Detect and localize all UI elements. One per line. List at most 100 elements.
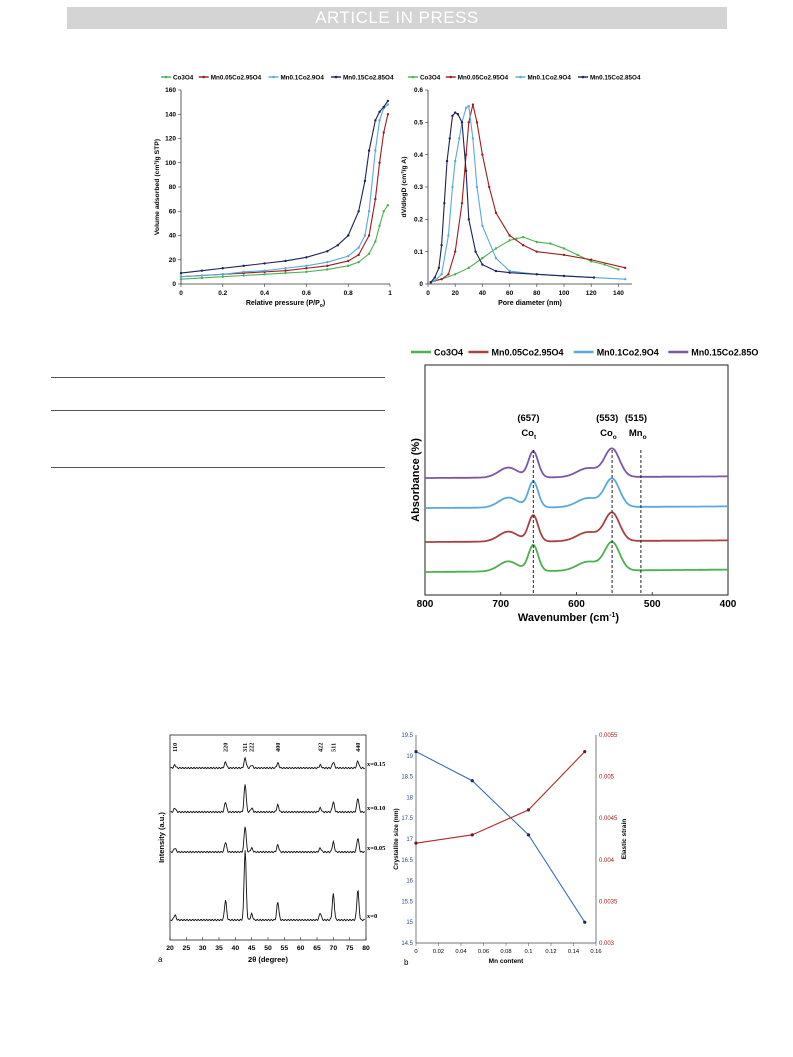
x-tick-label: 0 bbox=[426, 290, 430, 297]
data-point-Co3O4 bbox=[494, 247, 498, 250]
y-tick-label: 80 bbox=[169, 184, 177, 191]
data-point-Co3O4 bbox=[263, 273, 266, 276]
peak-annotation-number: (553) bbox=[596, 413, 618, 424]
data-point-Mn0.15Co2.85O4 bbox=[357, 210, 360, 213]
y-tick-label: 0.3 bbox=[414, 184, 423, 191]
data-point-Co3O4 bbox=[386, 203, 390, 207]
data-point-Mn0.15Co2.85O4 bbox=[433, 276, 436, 279]
y-tick-label: 0.2 bbox=[414, 217, 423, 224]
xrd-pattern-x=0 bbox=[170, 850, 365, 922]
table-rule-middle bbox=[51, 410, 385, 411]
data-point-Mn0.15Co2.85O4 bbox=[179, 271, 183, 275]
data-point-Mn0.1Co2.9O4 bbox=[481, 224, 484, 227]
data-point-Mn0.1Co2.9O4 bbox=[458, 137, 461, 140]
y-tick-label: 40 bbox=[169, 233, 177, 240]
data-point-Mn0.05Co2.95O4 bbox=[562, 253, 566, 257]
elastic-strain-point bbox=[526, 808, 531, 812]
y-tick-label: 140 bbox=[165, 111, 176, 118]
y-tick-label: 120 bbox=[165, 136, 176, 143]
y-axis-label: Crystallite size (nm) bbox=[393, 808, 400, 869]
data-point-Mn0.05Co2.95O4 bbox=[467, 121, 470, 124]
x-tick-label: 400 bbox=[720, 599, 737, 610]
miller-index-label: 220 bbox=[223, 743, 230, 752]
x-axis-label: 2θ (degree) bbox=[248, 955, 288, 964]
legend-marker bbox=[334, 75, 338, 79]
data-point-Mn0.05Co2.95O4 bbox=[440, 277, 443, 281]
data-point-Mn0.15Co2.85O4 bbox=[460, 121, 464, 124]
y-axis-label: Volume adsorbed (cm³/g STP) bbox=[154, 139, 161, 235]
y-tick-label: 0.6 bbox=[414, 87, 423, 94]
x-tick-label: 140 bbox=[613, 290, 624, 297]
data-point-Co3O4 bbox=[617, 268, 620, 271]
data-point-Mn0.05Co2.95O4 bbox=[454, 250, 457, 253]
x-tick-label: 40 bbox=[232, 945, 240, 952]
miller-index-label: 440 bbox=[355, 743, 362, 752]
data-point-Mn0.15Co2.85O4 bbox=[386, 99, 390, 103]
legend-marker bbox=[411, 75, 415, 79]
data-point-Mn0.15Co2.85O4 bbox=[535, 273, 538, 276]
spectrum-Mn0.05Co2.95O4 bbox=[425, 511, 728, 543]
y-tick-label: 0 bbox=[419, 281, 423, 288]
data-point-Co3O4 bbox=[535, 240, 538, 244]
spectrum-Mn0.1Co2.9O4 bbox=[425, 477, 728, 509]
data-point-Mn0.15Co2.85O4 bbox=[326, 250, 329, 253]
data-point-Mn0.1Co2.9O4 bbox=[440, 273, 443, 276]
legend-label: Mn0.15Co2.85O4 bbox=[343, 75, 394, 82]
miller-index-label: 400 bbox=[275, 743, 282, 752]
x-tick-label: 50 bbox=[264, 945, 272, 952]
legend-marker bbox=[202, 75, 206, 79]
y-tick-label: 15.5 bbox=[401, 899, 413, 905]
data-point-Co3O4 bbox=[200, 276, 204, 280]
legend-label: Mn0.15Co2.85O4 bbox=[590, 75, 641, 82]
legend-label: Co3O4 bbox=[173, 75, 194, 82]
xrd-chart: x=0.15 x=0.10 x=0.05 x=0 110 220 311 222 400 422 5… bbox=[157, 734, 386, 964]
legend-label: Co3O4 bbox=[420, 75, 441, 82]
data-point-Mn0.15Co2.85O4 bbox=[562, 274, 566, 278]
series-line-Mn0.05Co2.95O4 bbox=[430, 104, 626, 283]
data-point-Mn0.15Co2.85O4 bbox=[481, 263, 484, 266]
x-tick-label: 0.02 bbox=[433, 949, 444, 955]
crystallite-size-point bbox=[470, 779, 474, 783]
data-point-Mn0.15Co2.85O4 bbox=[367, 149, 371, 152]
y-tick-label: 14.5 bbox=[401, 941, 413, 947]
data-point-Mn0.15Co2.85O4 bbox=[200, 269, 204, 272]
data-point-Co3O4 bbox=[454, 273, 457, 276]
data-point-Mn0.05Co2.95O4 bbox=[386, 113, 390, 116]
crystallite-size-point bbox=[583, 920, 587, 924]
y-tick-label: 18 bbox=[406, 795, 413, 801]
series-line-Mn0.1Co2.9O4 bbox=[180, 104, 389, 278]
miller-index-label: 422 bbox=[317, 743, 324, 752]
x-tick-label: 0.04 bbox=[455, 949, 467, 955]
data-point-Co3O4 bbox=[481, 256, 484, 260]
data-point-Co3O4 bbox=[603, 263, 606, 266]
x-tick-label: 65 bbox=[313, 945, 321, 952]
data-point-Mn0.05Co2.95O4 bbox=[488, 185, 491, 189]
spectrum-Mn0.15Co2.85O bbox=[425, 447, 728, 479]
legend-label: Mn0.05Co2.95O4 bbox=[492, 348, 564, 358]
x-tick-label: 25 bbox=[183, 945, 191, 952]
data-point-Mn0.15Co2.85O4 bbox=[508, 271, 511, 274]
x-tick-label: 120 bbox=[586, 290, 597, 297]
x-tick-label: 55 bbox=[281, 945, 289, 952]
peak-annotation-label: Mno bbox=[629, 428, 647, 441]
data-point-Co3O4 bbox=[305, 270, 308, 274]
x-tick-label: 0.08 bbox=[500, 949, 511, 955]
data-point-Mn0.15Co2.85O4 bbox=[443, 201, 446, 205]
data-point-Mn0.1Co2.9O4 bbox=[242, 270, 245, 274]
data-point-Mn0.15Co2.85O4 bbox=[592, 276, 596, 279]
data-point-Mn0.1Co2.9O4 bbox=[363, 234, 367, 237]
pore-distribution-chart: 0 20 40 60 80 100 120 140 0 0.1 0.2 0.3 0.4 0.5 0.6 Co3… bbox=[401, 75, 641, 308]
y-axis-label: Intensity (a.u.) bbox=[157, 812, 166, 863]
x-tick-label: 70 bbox=[330, 945, 338, 952]
data-point-Mn0.15Co2.85O4 bbox=[305, 256, 308, 259]
legend-marker bbox=[272, 75, 275, 79]
panel-label: b bbox=[404, 958, 409, 967]
data-point-Co3O4 bbox=[357, 260, 360, 264]
crystallite-strain-chart: 0 0.02 0.04 0.06 0.08 0.1 0.12 0.14 0.16 14.5 15 15… bbox=[393, 733, 628, 967]
composition-label: x=0.15 bbox=[367, 761, 386, 768]
y2-axis-label: Elastic strain bbox=[621, 819, 628, 859]
data-point-Co3O4 bbox=[326, 268, 329, 271]
data-point-Mn0.05Co2.95O4 bbox=[471, 103, 475, 106]
x-tick-label: 0.8 bbox=[344, 290, 353, 297]
data-point-Mn0.05Co2.95O4 bbox=[347, 259, 350, 263]
